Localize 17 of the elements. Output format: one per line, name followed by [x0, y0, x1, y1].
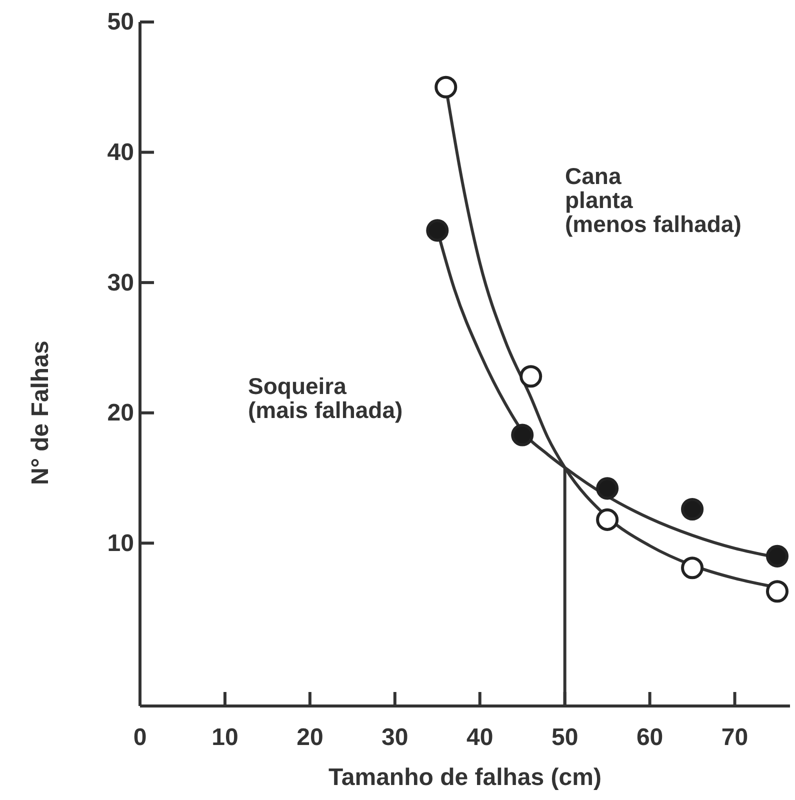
x-tick-label: 20: [296, 724, 324, 752]
y-tick-label: 50: [107, 8, 134, 36]
y-tick-label: 10: [107, 530, 134, 557]
x-tick-label: 30: [382, 724, 408, 752]
y-tick-label: 30: [107, 269, 134, 296]
x-tick-label: 70: [721, 724, 748, 752]
annotation: Soqueira (mais falhada): [248, 373, 403, 423]
x-tick-label: 0: [133, 724, 147, 752]
x-tick-label: 50: [551, 724, 578, 752]
x-axis-title: Tamanho de falhas (cm): [328, 764, 602, 791]
annotation: Cana planta (menos falhada): [565, 163, 742, 237]
y-axis-title: N° de Falhas: [27, 340, 54, 486]
x-tick-label: 10: [212, 724, 238, 752]
x-tick-label: 40: [466, 724, 494, 752]
y-tick-label: 40: [107, 138, 134, 166]
y-tick-label: 20: [107, 400, 134, 427]
x-tick-label: 60: [636, 724, 664, 752]
